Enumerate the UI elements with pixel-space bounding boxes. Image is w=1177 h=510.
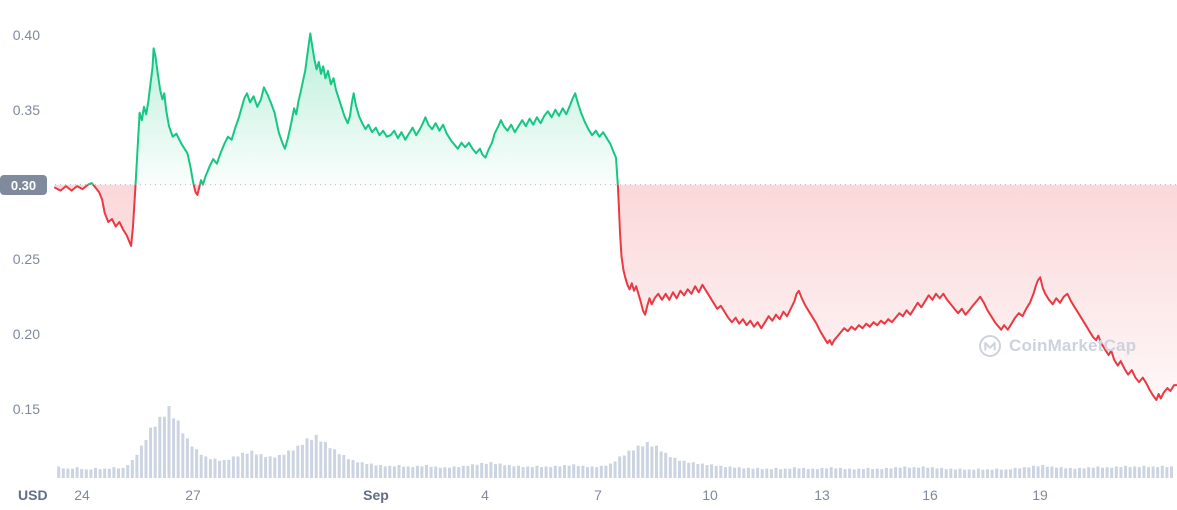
coinmarketcap-watermark: CoinMarketCap — [978, 334, 1136, 358]
price-area-negative — [55, 184, 1177, 400]
price-line-down — [54, 184, 1177, 401]
baseline-badge: 0.30 — [0, 175, 47, 195]
volume-bars — [57, 406, 1173, 478]
currency-label: USD — [18, 487, 48, 503]
price-line-up — [86, 32, 619, 185]
coinmarketcap-logo-icon — [979, 335, 1001, 357]
watermark-text: CoinMarketCap — [1009, 336, 1137, 355]
price-area-positive — [55, 33, 1177, 185]
baseline-badge-label: 0.30 — [10, 177, 37, 193]
